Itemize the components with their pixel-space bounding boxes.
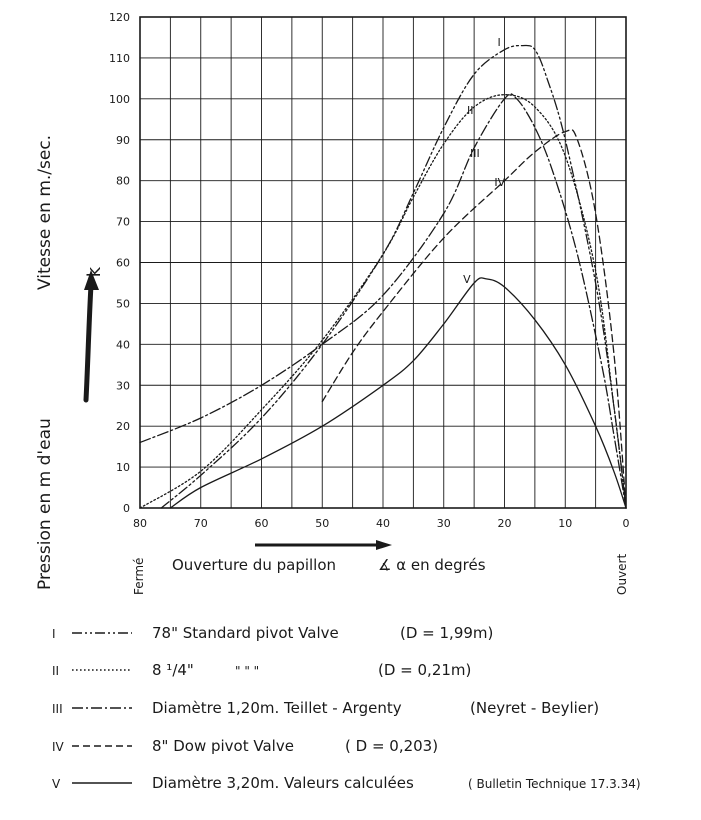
legend-text: 8 ¹/4" <box>152 661 194 679</box>
legend-id: I <box>52 627 56 641</box>
y-tick-label: 100 <box>109 93 130 106</box>
y-label-pressure: Pression en m d'eau <box>35 418 55 590</box>
legend-text: Diamètre 3,20m. Valeurs calculées <box>152 774 414 792</box>
series-III-label: III <box>470 147 480 160</box>
y-label-speed: Vitesse en m./sec. <box>35 135 55 290</box>
legend: I 78" Standard pivot Valve (D = 1,99m) II 8 … <box>52 624 641 792</box>
x-left-label: Fermé <box>132 558 146 595</box>
x-tick-label: 80 <box>133 517 147 530</box>
x-tick-label: 60 <box>255 517 269 530</box>
legend-id: V <box>52 777 61 791</box>
legend-extra: (Neyret - Beylier) <box>470 699 599 717</box>
series-V-line <box>169 277 627 509</box>
legend-text: 8" Dow pivot Valve <box>152 737 294 755</box>
x-tick-label: 40 <box>376 517 390 530</box>
y-tick-label: 90 <box>116 134 130 147</box>
series-lines <box>139 44 627 509</box>
legend-ditto: " " " <box>235 664 259 678</box>
x-right-label: Ouvert <box>615 554 629 595</box>
legend-id: IV <box>52 740 65 754</box>
y-tick-label: 20 <box>116 420 130 433</box>
x-tick-label: 30 <box>437 517 451 530</box>
series-III-line <box>139 93 627 509</box>
tick-labels: 80 70 60 50 40 30 20 10 001020304050607080901001… <box>109 11 630 530</box>
series-IV-line <box>321 129 627 509</box>
y-tick-label: 120 <box>109 11 130 24</box>
x-tick-label: 0 <box>623 517 630 530</box>
series-II-line <box>139 94 627 509</box>
legend-item-III: III Diamètre 1,20m. Teillet - Argenty (Ney… <box>52 699 599 717</box>
legend-extra: ( D = 0,203) <box>345 737 438 755</box>
x-arrow <box>255 540 392 550</box>
legend-item-I: I 78" Standard pivot Valve (D = 1,99m) <box>52 624 493 642</box>
legend-extra: (D = 0,21m) <box>378 661 471 679</box>
x-tick-label: 20 <box>498 517 512 530</box>
series-IV-label: IV <box>494 176 505 189</box>
legend-id: III <box>52 702 63 716</box>
legend-item-IV: IV 8" Dow pivot Valve ( D = 0,203) <box>52 737 438 755</box>
y-tick-label: 0 <box>123 502 130 515</box>
grid <box>139 16 627 509</box>
y-tick-label: 10 <box>116 461 130 474</box>
x-tick-label: 10 <box>558 517 572 530</box>
y-tick-label: 30 <box>116 379 130 392</box>
legend-text: 78" Standard pivot Valve <box>152 624 339 642</box>
y-tick-label: 50 <box>116 297 130 310</box>
y-arrow-label: k <box>84 266 105 277</box>
x-tick-label: 70 <box>194 517 208 530</box>
series-I-label: I <box>497 36 500 49</box>
series-II-label: II <box>467 104 474 117</box>
y-tick-label: 110 <box>109 52 130 65</box>
y-tick-label: 40 <box>116 338 130 351</box>
legend-item-V: V Diamètre 3,20m. Valeurs calculées ( Bull… <box>52 774 641 792</box>
series-V-label: V <box>463 273 471 286</box>
x-axis-label: Ouverture du papillon <box>172 556 336 574</box>
legend-id: II <box>52 664 59 678</box>
x-tick-label: 50 <box>315 517 329 530</box>
x-axis-angle-label: ∡ α en degrés <box>378 556 486 574</box>
legend-extra: (D = 1,99m) <box>400 624 493 642</box>
series-I-line <box>160 44 627 509</box>
legend-item-II: II 8 ¹/4" " " " (D = 0,21m) <box>52 661 471 679</box>
y-arrow <box>83 270 99 403</box>
legend-extra: ( Bulletin Technique 17.3.34) <box>468 777 641 791</box>
y-tick-label: 60 <box>116 257 130 270</box>
legend-text: Diamètre 1,20m. Teillet - Argenty <box>152 699 402 717</box>
y-tick-label: 70 <box>116 216 130 229</box>
y-tick-label: 80 <box>116 175 130 188</box>
